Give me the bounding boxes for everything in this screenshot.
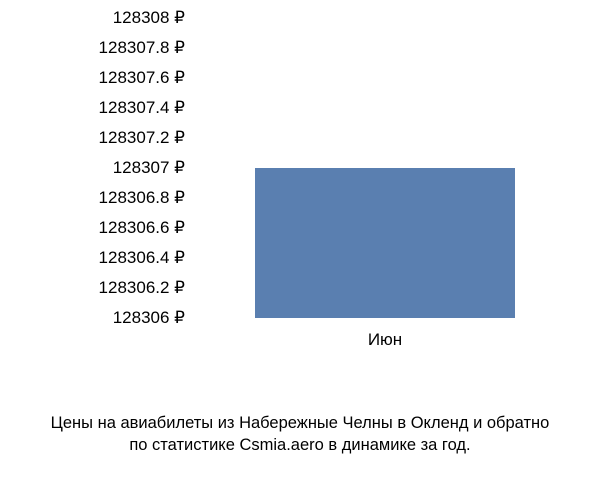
caption-line-1: Цены на авиабилеты из Набережные Челны в… bbox=[51, 414, 550, 432]
y-tick-label: 128306.6 ₽ bbox=[99, 218, 185, 238]
y-tick-label: 128307.6 ₽ bbox=[99, 68, 185, 88]
y-tick-label: 128306 ₽ bbox=[113, 308, 185, 328]
caption-line-2: по статистике Csmia.aero в динамике за г… bbox=[129, 436, 470, 454]
y-tick-label: 128308 ₽ bbox=[113, 8, 185, 28]
y-tick-label: 128307.2 ₽ bbox=[99, 128, 185, 148]
y-tick-label: 128306.2 ₽ bbox=[99, 278, 185, 298]
y-tick-label: 128306.8 ₽ bbox=[99, 188, 185, 208]
bar bbox=[255, 168, 515, 318]
y-tick-label: 128307.4 ₽ bbox=[99, 98, 185, 118]
y-axis: 128308 ₽128307.8 ₽128307.6 ₽128307.4 ₽12… bbox=[20, 18, 185, 318]
x-tick-label: Июн bbox=[368, 330, 402, 350]
y-tick-label: 128307 ₽ bbox=[113, 158, 185, 178]
y-tick-label: 128306.4 ₽ bbox=[99, 248, 185, 268]
chart-caption: Цены на авиабилеты из Набережные Челны в… bbox=[0, 412, 600, 457]
y-tick-label: 128307.8 ₽ bbox=[99, 38, 185, 58]
price-chart: 128308 ₽128307.8 ₽128307.6 ₽128307.4 ₽12… bbox=[20, 18, 580, 398]
plot-area bbox=[195, 18, 575, 318]
